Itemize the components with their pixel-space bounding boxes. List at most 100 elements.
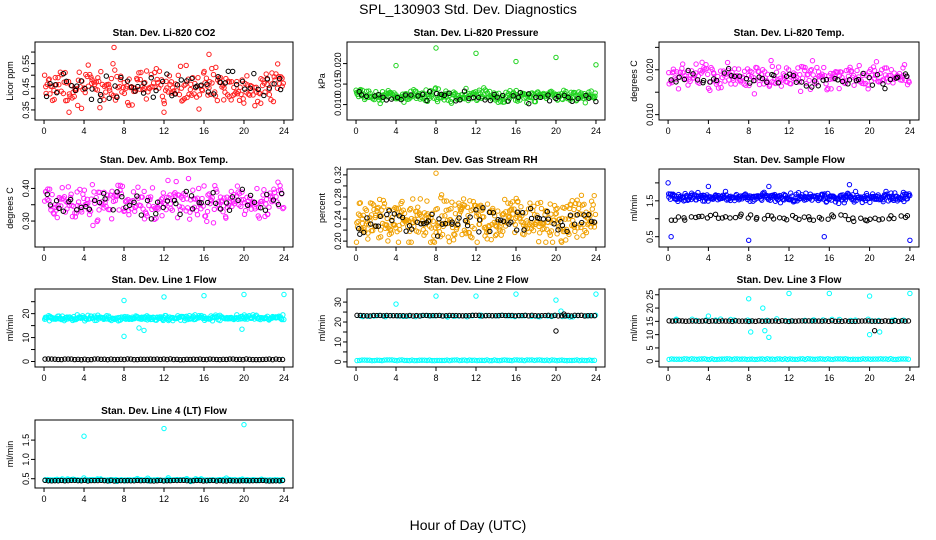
data-point [167, 477, 174, 484]
plot-frame [658, 288, 920, 368]
data-point [463, 230, 469, 237]
data-point [771, 72, 777, 79]
data-point [411, 357, 418, 364]
data-point [450, 237, 457, 243]
data-point [501, 357, 508, 363]
data-point [729, 69, 735, 76]
data-point [905, 356, 912, 362]
data-point [439, 221, 445, 227]
data-point [867, 356, 874, 362]
data-point [815, 83, 821, 89]
data-point [812, 318, 819, 324]
data-point [555, 313, 561, 319]
data-point [256, 477, 263, 484]
data-point [867, 216, 873, 222]
data-point [754, 356, 760, 363]
data-point [109, 188, 115, 194]
data-point [907, 192, 913, 199]
data-point [228, 97, 234, 103]
y-axis-label: degrees C [5, 187, 15, 229]
panel-line2: Stan. Dev. Line 2 Flow 0 4 8 12 16 20 24 0 10 20 30… [317, 275, 606, 383]
y-tick-label: 1.0 [21, 453, 31, 466]
panel-line1: Stan. Dev. Line 1 Flow 0 4 8 12 16 20 24 0 10 20 ml… [5, 275, 294, 383]
data-point [388, 230, 395, 236]
data-point [517, 89, 524, 96]
data-point [372, 223, 379, 229]
data-point [515, 312, 522, 319]
data-point [508, 206, 515, 212]
data-point [205, 192, 211, 198]
data-point [173, 200, 179, 207]
data-point [857, 356, 864, 362]
data-point [719, 215, 726, 221]
data-point [764, 79, 770, 85]
data-point [134, 193, 140, 199]
data-point [704, 356, 710, 362]
data-point [482, 97, 488, 103]
data-point [419, 91, 426, 98]
data-point [141, 327, 147, 334]
data-point [424, 198, 430, 204]
data-point [525, 313, 532, 319]
data-point [539, 312, 545, 319]
x-tick-label: 16 [824, 373, 834, 383]
data-point [778, 83, 785, 89]
data-point [189, 75, 196, 81]
data-point [863, 190, 870, 197]
data-point [539, 357, 545, 363]
data-point [391, 211, 398, 217]
data-point [101, 356, 108, 362]
x-tick-label: 12 [159, 126, 169, 136]
plot-frame [34, 288, 294, 368]
data-point [202, 213, 209, 219]
x-tick-label: 12 [159, 494, 169, 504]
y-axis-label: percent [317, 192, 327, 223]
x-tick-label: 24 [591, 126, 601, 136]
data-point [45, 186, 51, 192]
data-point [240, 356, 246, 363]
data-point [512, 222, 519, 228]
data-point [721, 356, 728, 362]
data-point [124, 477, 131, 484]
data-point [901, 61, 908, 68]
data-point [486, 312, 492, 319]
panel-co2: Stan. Dev. Li-820 CO2 0 4 8 12 16 20 24 0.35 0.45… [5, 28, 294, 136]
series-0 [354, 291, 599, 364]
data-point [866, 331, 873, 338]
data-point [239, 189, 245, 195]
data-point [196, 185, 202, 192]
data-point [181, 96, 188, 102]
data-point [846, 181, 853, 188]
y-tick-label: 0.30 [21, 212, 31, 230]
data-point [119, 183, 126, 190]
data-point [118, 477, 124, 484]
data-point [161, 356, 167, 362]
data-point [790, 72, 797, 79]
data-point [416, 357, 423, 363]
data-point [96, 199, 103, 206]
data-point [47, 202, 54, 208]
data-point [579, 219, 585, 226]
data-point [568, 313, 575, 319]
data-point [233, 356, 240, 363]
data-point [238, 91, 244, 98]
data-point [505, 200, 511, 206]
data-point [174, 214, 181, 221]
data-point [60, 70, 67, 77]
panel-title: Stan. Dev. Line 1 Flow [112, 275, 217, 286]
data-point [243, 477, 249, 484]
x-tick-label: 24 [591, 253, 601, 263]
data-point [835, 77, 841, 83]
data-point [129, 102, 135, 108]
data-point [796, 79, 802, 85]
data-point [121, 333, 127, 340]
data-point [495, 99, 501, 105]
data-point [148, 216, 155, 222]
data-point [852, 356, 859, 363]
data-point [97, 91, 104, 98]
data-point [806, 216, 813, 223]
data-point [91, 197, 98, 204]
data-point [879, 318, 885, 325]
data-point [117, 187, 123, 194]
data-point [281, 316, 287, 323]
